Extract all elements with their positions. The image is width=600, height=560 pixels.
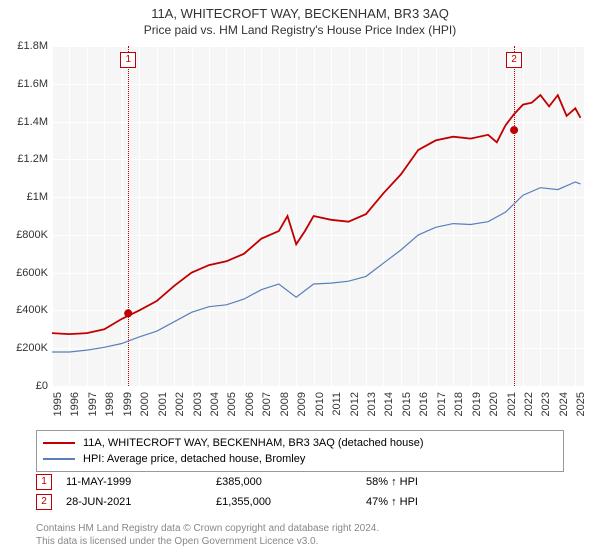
y-axis-label: £1M [27, 191, 48, 203]
x-axis-label: 2007 [261, 392, 273, 432]
legend-swatch [43, 458, 75, 460]
x-axis-label: 2013 [366, 392, 378, 432]
legend-swatch [43, 442, 75, 444]
x-axis-label: 2004 [209, 392, 221, 432]
sale-marker-dot [510, 126, 518, 134]
y-axis-label: £1.4M [17, 116, 48, 128]
y-axis-label: £200K [16, 342, 48, 354]
price-chart: 12 [52, 46, 584, 386]
page-title: 11A, WHITECROFT WAY, BECKENHAM, BR3 3AQ [0, 0, 600, 21]
sale-marker-box: 1 [120, 52, 136, 68]
sale-date: 11-MAY-1999 [66, 476, 216, 488]
footer-attribution: Contains HM Land Registry data © Crown c… [36, 522, 564, 548]
y-axis-label: £800K [16, 229, 48, 241]
x-axis-label: 1996 [69, 392, 81, 432]
legend-label: HPI: Average price, detached house, Brom… [83, 453, 305, 465]
sale-marker-dot [124, 309, 132, 317]
x-axis-label: 2005 [226, 392, 238, 432]
legend-item: HPI: Average price, detached house, Brom… [43, 451, 557, 467]
footer-line2: This data is licensed under the Open Gov… [36, 535, 564, 548]
x-axis-label: 1997 [87, 392, 99, 432]
sale-row-marker: 2 [36, 494, 52, 510]
sale-vs-hpi: 47% ↑ HPI [366, 496, 418, 508]
x-axis-label: 2020 [488, 392, 500, 432]
x-axis-label: 2006 [244, 392, 256, 432]
x-axis-label: 2008 [279, 392, 291, 432]
x-axis-label: 2002 [174, 392, 186, 432]
y-axis-label: £1.8M [17, 40, 48, 52]
x-axis-label: 1999 [122, 392, 134, 432]
x-axis-label: 1998 [104, 392, 116, 432]
legend-label: 11A, WHITECROFT WAY, BECKENHAM, BR3 3AQ … [83, 437, 424, 449]
x-axis-label: 2022 [523, 392, 535, 432]
chart-lines [52, 46, 584, 386]
y-axis-label: £600K [16, 267, 48, 279]
x-axis-label: 2024 [558, 392, 570, 432]
sale-row-marker: 1 [36, 474, 52, 490]
footer-line1: Contains HM Land Registry data © Crown c… [36, 522, 564, 535]
x-axis-label: 2023 [540, 392, 552, 432]
legend: 11A, WHITECROFT WAY, BECKENHAM, BR3 3AQ … [36, 430, 564, 472]
y-axis-label: £1.2M [17, 153, 48, 165]
gridline-h [52, 386, 584, 387]
sale-row: 1 11-MAY-1999£385,00058% ↑ HPI [36, 472, 564, 492]
sales-table: 1 11-MAY-1999£385,00058% ↑ HPI 2 28-JUN-202… [36, 472, 564, 512]
x-axis-label: 2025 [575, 392, 587, 432]
series-hpi [52, 182, 581, 352]
x-axis-label: 2011 [331, 392, 343, 432]
page-subtitle: Price paid vs. HM Land Registry's House … [0, 21, 600, 43]
y-axis-label: £400K [16, 304, 48, 316]
x-axis-label: 2017 [436, 392, 448, 432]
sale-vs-hpi: 58% ↑ HPI [366, 476, 418, 488]
x-axis-label: 2019 [471, 392, 483, 432]
x-axis-label: 2014 [383, 392, 395, 432]
x-axis-label: 2012 [349, 392, 361, 432]
x-axis-label: 2003 [192, 392, 204, 432]
y-axis-label: £1.6M [17, 78, 48, 90]
x-axis-label: 2010 [314, 392, 326, 432]
y-axis-label: £0 [36, 380, 48, 392]
sale-price: £385,000 [216, 476, 366, 488]
sale-marker-box: 2 [506, 52, 522, 68]
x-axis-label: 2015 [401, 392, 413, 432]
x-axis-label: 2001 [157, 392, 169, 432]
sale-price: £1,355,000 [216, 496, 366, 508]
x-axis-label: 2021 [506, 392, 518, 432]
x-axis-label: 2018 [453, 392, 465, 432]
x-axis-label: 2000 [139, 392, 151, 432]
legend-item: 11A, WHITECROFT WAY, BECKENHAM, BR3 3AQ … [43, 435, 557, 451]
x-axis-label: 2016 [418, 392, 430, 432]
x-axis-label: 1995 [52, 392, 64, 432]
x-axis-label: 2009 [296, 392, 308, 432]
sale-row: 2 28-JUN-2021£1,355,00047% ↑ HPI [36, 492, 564, 512]
sale-date: 28-JUN-2021 [66, 496, 216, 508]
